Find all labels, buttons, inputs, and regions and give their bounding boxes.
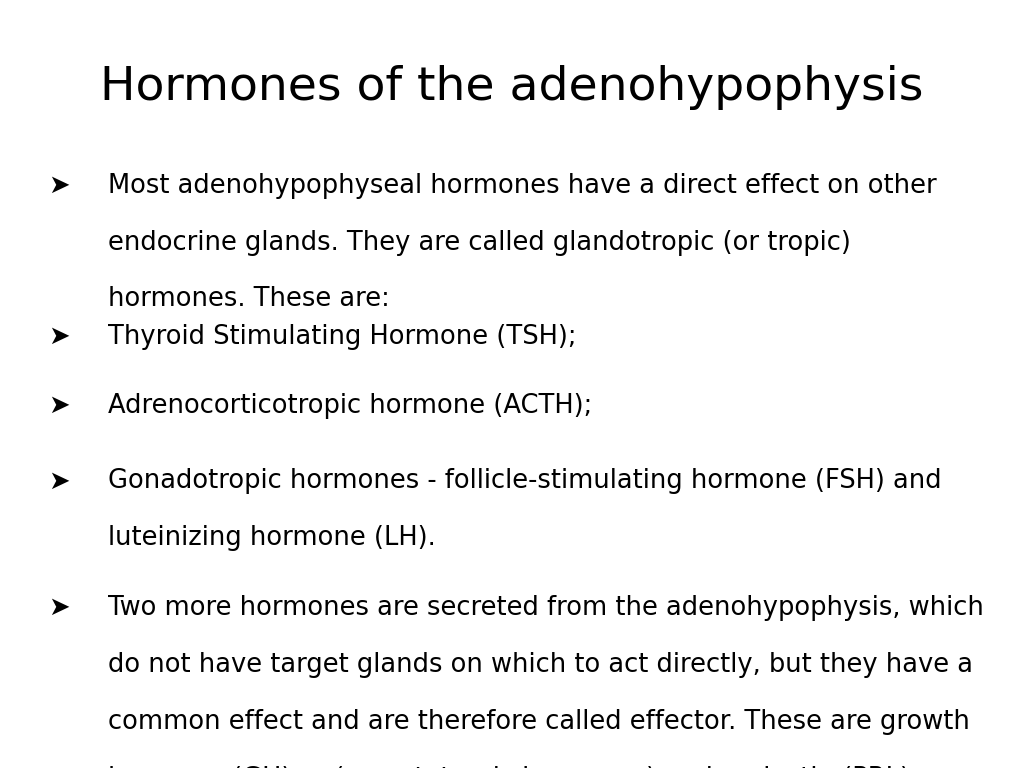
Text: Two more hormones are secreted from the adenohypophysis, which: Two more hormones are secreted from the …	[108, 595, 983, 621]
Text: luteinizing hormone (LH).: luteinizing hormone (LH).	[108, 525, 435, 551]
Text: do not have target glands on which to act directly, but they have a: do not have target glands on which to ac…	[108, 652, 973, 678]
Text: ➤: ➤	[48, 393, 71, 419]
Text: hormones. These are:: hormones. These are:	[108, 286, 389, 313]
Text: Most adenohypophyseal hormones have a direct effect on other: Most adenohypophyseal hormones have a di…	[108, 173, 936, 199]
Text: common effect and are therefore called effector. These are growth: common effect and are therefore called e…	[108, 709, 970, 735]
Text: Thyroid Stimulating Hormone (TSH);: Thyroid Stimulating Hormone (TSH);	[108, 324, 577, 350]
Text: endocrine glands. They are called glandotropic (or tropic): endocrine glands. They are called glando…	[108, 230, 850, 256]
Text: Gonadotropic hormones - follicle-stimulating hormone (FSH) and: Gonadotropic hormones - follicle-stimula…	[108, 468, 941, 495]
Text: Adrenocorticotropic hormone (ACTH);: Adrenocorticotropic hormone (ACTH);	[108, 393, 592, 419]
Text: ➤: ➤	[48, 173, 71, 199]
Text: ➤: ➤	[48, 595, 71, 621]
Text: hormone (GH) or (somatotropic hormone,) and prolactin (PRL).: hormone (GH) or (somatotropic hormone,) …	[108, 766, 918, 768]
Text: ➤: ➤	[48, 468, 71, 495]
Text: Hormones of the adenohypophysis: Hormones of the adenohypophysis	[100, 65, 924, 111]
Text: ➤: ➤	[48, 324, 71, 350]
